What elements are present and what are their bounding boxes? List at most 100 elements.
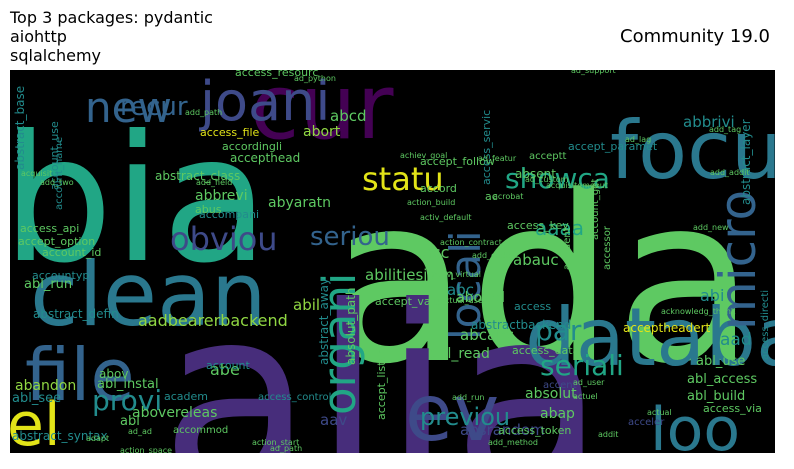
cloud-word: ad_path	[270, 444, 302, 453]
cloud-word: abl_build	[687, 389, 745, 404]
cloud-word: absrandom	[460, 421, 545, 439]
cloud-word: action_contract	[440, 238, 502, 247]
cloud-word: statu	[362, 160, 444, 198]
cloud-word: clean	[30, 243, 267, 346]
cloud-word: add_two	[40, 178, 74, 187]
cloud-word: accept_listab	[375, 348, 388, 420]
cloud-word: add_path	[185, 108, 222, 117]
cloud-word: accordingli	[222, 140, 282, 153]
cloud-word: provi	[92, 384, 162, 417]
packages-title: Top 3 packages: pydantic aiohttp sqlalch…	[10, 8, 213, 65]
cloud-word: accent	[543, 380, 577, 391]
cloud-word: abl_run	[24, 277, 72, 292]
cloud-word: seriou	[310, 222, 390, 252]
cloud-word: new	[85, 83, 172, 132]
cloud-word: access_directi	[760, 290, 771, 360]
cloud-word: abbrivi	[683, 113, 735, 131]
cloud-word: abl_instal	[97, 377, 159, 392]
cloud-word: access_via	[703, 402, 762, 415]
cloud-word: add_new	[693, 223, 729, 232]
cloud-word: activ_default	[420, 213, 472, 222]
cloud-word: absolut	[525, 386, 577, 402]
cloud-word: action_start	[252, 438, 299, 447]
cloud-word: obviou	[170, 220, 278, 258]
cloud-word: access	[514, 300, 551, 313]
cloud-word: acc	[422, 243, 449, 262]
cloud-word: alia	[160, 253, 605, 453]
cloud-word: loo	[650, 395, 740, 453]
cloud-word: abl	[120, 414, 140, 429]
cloud-word: abbrevi	[195, 188, 248, 204]
cloud-word: account	[206, 359, 251, 372]
cloud-word: abcd	[330, 107, 366, 125]
cloud-word: el	[10, 390, 61, 453]
cloud-word: ad_user	[573, 378, 605, 387]
cloud-word: add_tag	[709, 125, 741, 134]
cloud-word: abl_see	[12, 391, 61, 406]
cloud-word: actual	[647, 408, 672, 417]
cloud-word: accept_follow	[420, 155, 495, 168]
cloud-word: focu	[610, 104, 775, 197]
cloud-word: adapt	[86, 434, 109, 443]
cloud-word: abstract_away	[317, 278, 331, 365]
cloud-word: abort	[303, 124, 341, 140]
cloud-word: access_resourc	[235, 70, 318, 79]
cloud-word: academ	[164, 390, 208, 403]
cloud-word: action_imag	[663, 236, 712, 245]
cloud-word: access_api	[20, 222, 79, 235]
cloud-word: accept_option	[18, 235, 95, 248]
cloud-word: abandon	[15, 378, 76, 394]
cloud-word: file	[25, 333, 135, 417]
cloud-word: action_space	[120, 446, 172, 453]
cloud-word: showca	[505, 162, 610, 195]
cloud-word: acquisit	[21, 169, 52, 178]
cloud-word: recur	[120, 92, 188, 122]
cloud-word: abov	[99, 367, 128, 381]
cloud-word: aadbearerbackend	[138, 311, 288, 330]
cloud-word: abovereleas	[132, 405, 217, 421]
cloud-word: cur	[250, 70, 394, 160]
cloud-word: account_get	[590, 179, 601, 240]
cloud-word: acceptheadert	[623, 321, 711, 335]
community-label: Community 19.0	[620, 26, 770, 47]
cloud-word: abstractbackend	[471, 318, 571, 332]
cloud-word: ad_custom	[525, 175, 569, 184]
cloud-word: account_use	[48, 121, 61, 190]
cloud-word: access_control	[258, 392, 331, 403]
cloud-word: abstract_base	[13, 86, 27, 170]
cloud-word: locali	[441, 230, 490, 340]
cloud-word: abap	[540, 406, 575, 422]
cloud-word: organi	[313, 273, 366, 415]
cloud-word: account_name	[54, 137, 65, 210]
cloud-word: addit	[598, 430, 618, 439]
cloud-word: abstract_syntax	[12, 429, 108, 443]
cloud-word: achiev_goal	[400, 151, 447, 160]
cloud-word: access_data	[512, 344, 579, 357]
cloud-word: ac	[485, 190, 498, 203]
cloud-word: add_method	[488, 438, 538, 447]
cloud-word: add_addit	[710, 168, 749, 177]
cloud-word: acceler	[628, 417, 665, 428]
cloud-word: access_servic	[480, 110, 493, 185]
cloud-word: abstract_class	[155, 169, 240, 183]
cloud-word: ad_python	[294, 74, 336, 83]
cloud-word: abc	[447, 281, 474, 299]
cloud-word: abus	[195, 203, 222, 216]
cloud-word: databa	[525, 291, 775, 384]
cloud-word: abil	[293, 296, 320, 314]
cloud-word: aboard	[456, 290, 505, 306]
cloud-word: accord	[420, 182, 457, 195]
cloud-word: aad	[720, 330, 752, 350]
cloud-word: seriali	[540, 349, 624, 382]
cloud-word: accept_paramet	[568, 140, 658, 153]
cloud-word: ev	[405, 369, 499, 453]
cloud-word: abstract_layer	[739, 119, 753, 205]
cloud-word: absolut_path	[344, 288, 358, 366]
cloud-word: activ_virtual	[432, 270, 481, 279]
cloud-word: acquisitemeout	[546, 181, 608, 190]
cloud-word: actuel	[573, 392, 598, 401]
cloud-word: abstract_defin	[33, 307, 119, 321]
cloud-word: accepthead	[230, 151, 300, 165]
cloud-word: ad_ad	[128, 427, 152, 436]
